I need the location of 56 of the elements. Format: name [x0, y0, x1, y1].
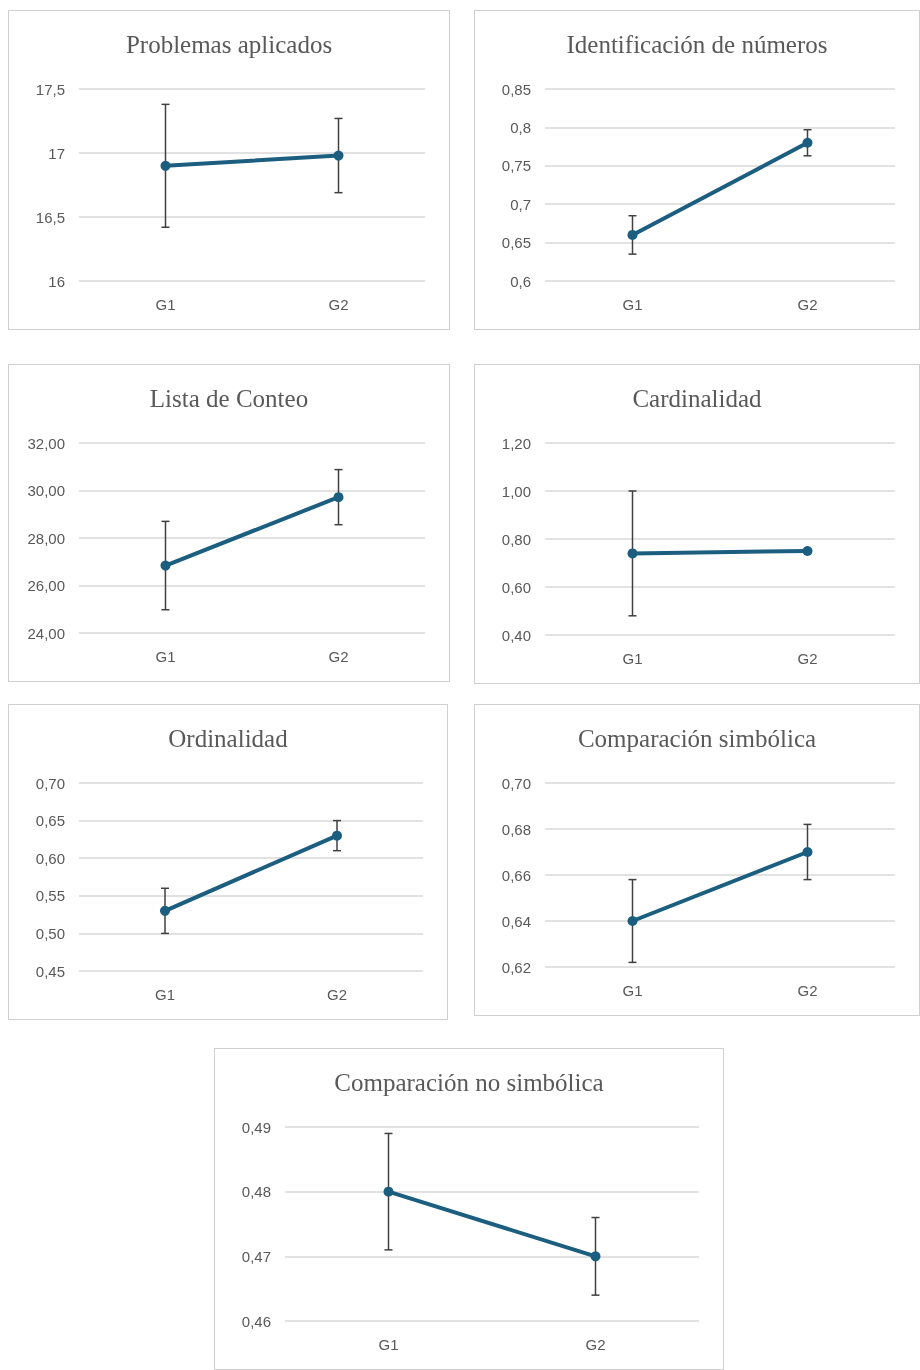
y-tick-label: 0,50 [35, 924, 65, 942]
chart-title: Problemas aplicados [125, 31, 333, 58]
x-tick-label: G2 [797, 296, 818, 313]
y-tick-label: 0,85 [501, 80, 531, 98]
x-tick-label: G2 [326, 986, 348, 1003]
x-tick-label: G2 [328, 648, 349, 665]
y-tick-label: 0,48 [241, 1183, 271, 1201]
y-tick-label: 0,60 [35, 849, 65, 867]
y-tick-label: 0,68 [501, 820, 531, 838]
x-tick-label: G1 [155, 648, 176, 665]
y-tick-label: 17,5 [35, 80, 65, 98]
x-tick-label: G2 [797, 982, 818, 999]
x-tick-label: G1 [622, 982, 643, 999]
y-tick-label: 0,75 [501, 157, 531, 175]
y-tick-label: 28,00 [27, 529, 65, 547]
chart-title: Lista de Conteo [149, 385, 309, 412]
x-tick-label: G1 [154, 986, 176, 1003]
y-tick-label: 0,70 [501, 774, 531, 792]
y-tick-label: 30,00 [27, 482, 65, 499]
y-tick-label: 0,40 [501, 626, 531, 644]
y-tick-label: 26,00 [27, 577, 65, 594]
y-tick-label: 0,62 [501, 958, 531, 976]
y-tick-label: 0,49 [241, 1118, 271, 1136]
y-tick-label: 0,7 [510, 195, 531, 213]
x-tick-label: G1 [155, 296, 176, 313]
x-tick-label: G2 [328, 296, 349, 313]
chart-title: Comparación simbólica [577, 725, 817, 752]
y-tick-label: 0,55 [35, 887, 65, 905]
y-tick-label: 24,00 [27, 624, 65, 642]
chart-title: Cardinalidad [632, 385, 763, 412]
y-tick-label: 0,66 [501, 866, 531, 884]
y-tick-label: 32,00 [27, 434, 65, 452]
y-tick-label: 0,65 [35, 812, 65, 830]
y-tick-label: 0,70 [35, 774, 65, 792]
x-tick-label: G1 [622, 650, 643, 667]
y-tick-label: 0,45 [35, 962, 65, 980]
y-tick-label: 0,47 [241, 1247, 271, 1265]
x-tick-label: G1 [378, 1336, 399, 1353]
x-tick-label: G2 [797, 650, 818, 667]
y-tick-label: 17 [48, 144, 65, 162]
y-tick-label: 0,65 [501, 234, 531, 252]
chart-title: Comparación no simbólica [334, 1069, 604, 1096]
y-tick-label: 1,20 [501, 434, 531, 452]
y-tick-label: 0,60 [501, 578, 531, 596]
y-tick-label: 1,00 [501, 482, 531, 500]
y-tick-label: 16 [48, 272, 65, 290]
y-tick-label: 0,46 [241, 1312, 271, 1330]
y-tick-label: 16,5 [35, 208, 65, 226]
x-tick-label: G1 [622, 296, 643, 313]
y-tick-label: 0,80 [501, 530, 531, 548]
y-tick-label: 0,8 [510, 118, 531, 136]
y-tick-label: 0,64 [501, 912, 531, 930]
x-tick-label: G2 [585, 1336, 606, 1353]
y-tick-label: 0,6 [510, 272, 531, 290]
chart-title: Ordinalidad [168, 725, 289, 752]
chart-title: Identificación de números [566, 31, 828, 58]
